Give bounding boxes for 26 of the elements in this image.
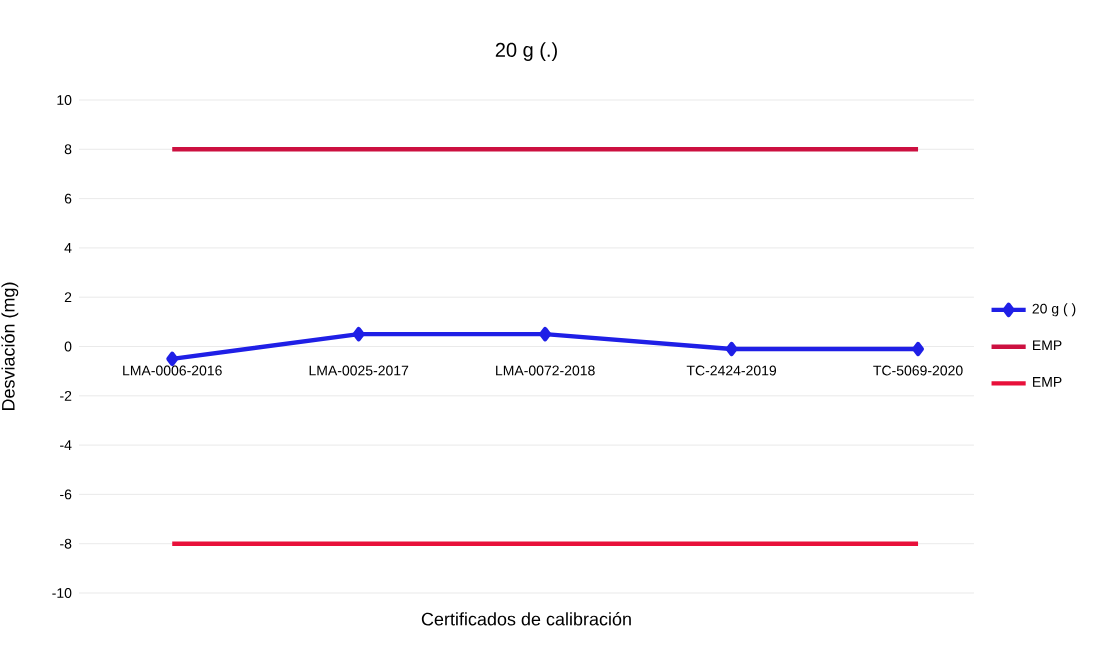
- x-tick-label: TC-2424-2019: [686, 365, 777, 376]
- y-tick-label: 10: [57, 95, 72, 105]
- legend-label: 20 g ( ): [1032, 303, 1076, 317]
- point: [725, 341, 738, 357]
- y-tick-label: 8: [64, 144, 72, 155]
- x-tick-label: LMA-0025-2017: [309, 365, 409, 376]
- chart-title: 20 g (.): [495, 42, 557, 61]
- legend-label: EMP: [1033, 377, 1062, 387]
- y-axis-title: Desviación (mg): [1, 282, 19, 411]
- x-tick-label: TC-5069-2020: [873, 365, 963, 376]
- y-tick-label: 0: [64, 341, 72, 352]
- y-tick-label: -8: [60, 538, 72, 549]
- legend-label: EMP: [1033, 340, 1062, 351]
- y-tick-label: 4: [64, 243, 72, 253]
- y-tick-label: 6: [64, 193, 72, 204]
- x-axis-title: Certificados de calibración: [421, 612, 631, 626]
- point: [539, 326, 552, 342]
- x-tick-label: LMA-0072-2018: [496, 365, 595, 376]
- point: [912, 341, 924, 357]
- y-tick-label: -2: [60, 390, 72, 401]
- y-tick-label: -6: [60, 489, 72, 500]
- y-tick-label: 2: [64, 292, 72, 303]
- y-tick-label: -10: [52, 588, 72, 598]
- x-tick-label: LMA-0006-2016: [123, 365, 222, 376]
- y-tick-label: -4: [60, 440, 72, 450]
- point: [352, 326, 365, 342]
